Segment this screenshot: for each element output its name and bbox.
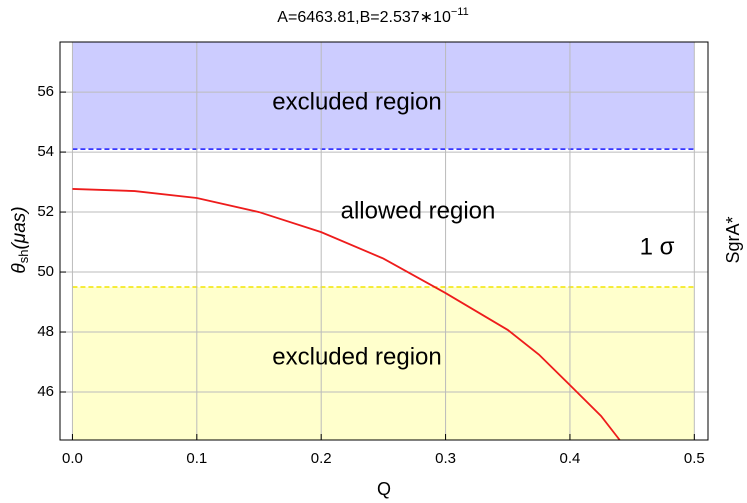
right-label: SgrA* (723, 216, 743, 263)
y-tick-label: 50 (37, 263, 54, 280)
plot-frame (59, 41, 709, 441)
y-label-symbol: θ (9, 263, 30, 274)
y-axis-label: θsh(μas) (9, 206, 31, 273)
x-tick-label: 0.4 (560, 450, 581, 467)
y-label-subscript: sh (16, 250, 31, 264)
band-label: excluded region (272, 343, 441, 370)
x-tick-label: 0.2 (311, 450, 332, 467)
x-tick-label: 0.0 (62, 450, 83, 467)
y-tick-label: 46 (37, 383, 54, 400)
chart-title: A=6463.81,B=2.537∗10−11 (277, 6, 468, 26)
title-exponent: −11 (451, 6, 469, 18)
excluded-band (72, 42, 695, 150)
y-tick-label: 56 (37, 83, 54, 100)
excluded-band (72, 287, 695, 440)
y-label-unit: (μas) (9, 206, 30, 249)
annotation: allowed region (341, 197, 496, 224)
y-tick-label: 48 (37, 323, 54, 340)
curve (72, 188, 621, 441)
x-tick-label: 0.1 (186, 450, 207, 467)
y-tick-label: 54 (37, 143, 54, 160)
x-axis-label: Q (377, 479, 391, 499)
x-tick-label: 0.5 (684, 450, 705, 467)
x-tick-label: 0.3 (435, 450, 456, 467)
y-tick-label: 52 (37, 203, 54, 220)
title-base: A=6463.81,B=2.537∗10 (277, 9, 451, 26)
annotation: 1 σ (640, 233, 675, 260)
band-label: excluded region (272, 88, 441, 115)
